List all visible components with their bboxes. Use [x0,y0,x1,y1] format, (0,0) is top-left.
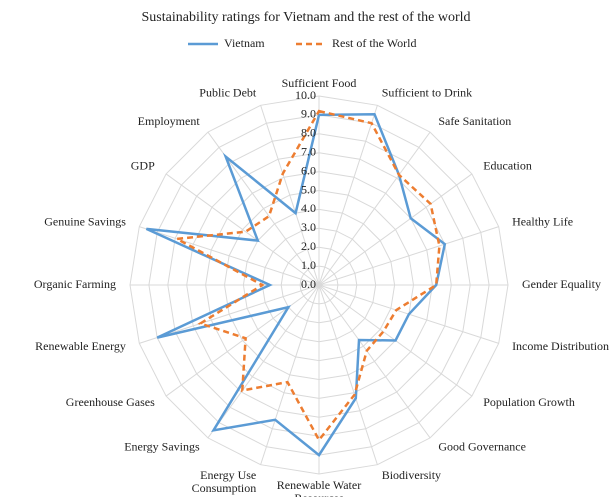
axis-tick-label: 6.0 [301,163,316,177]
spoke [165,284,320,397]
category-label: Public Debt [199,86,257,100]
category-label-line: Energy Use [200,468,256,482]
spoke [260,105,320,286]
spoke [139,226,320,286]
axis-tick-label: 1.0 [301,258,316,272]
axis-tick-label: 5.0 [301,182,316,196]
chart-title: Sustainability ratings for Vietnam and t… [142,10,471,25]
axis-tick-label: 0.0 [301,277,316,291]
category-label: Biodiversity [382,468,441,482]
axis-tick-label: 10.0 [295,88,316,102]
category-label: Energy Savings [124,439,200,453]
category-label: Gender Equality [522,277,601,291]
axis-tick-label: 2.0 [301,239,316,253]
category-label: Good Governance [438,439,526,453]
category-label: Organic Farming [34,277,116,291]
spoke [318,131,431,286]
axis-tick-label: 4.0 [301,201,316,215]
category-label: Income Distribution [512,339,609,353]
category-label: Sufficient to Drink [382,86,472,100]
category-label: Renewable Energy [35,339,126,353]
spoke [318,284,431,439]
category-label-line: Resources [294,491,344,497]
category-label: Energy Use Consumption [192,468,257,495]
category-label: Population Growth [483,395,575,409]
category-label: Employment [138,114,201,128]
category-label: GDP [131,159,155,173]
spoke [318,284,378,465]
spoke [165,173,320,286]
axis-tick-label: 3.0 [301,220,316,234]
axis-tick-label: 7.0 [301,144,316,158]
category-label: Greenhouse Gases [66,395,155,409]
category-label-line: Renewable Water [277,478,361,492]
category-label: Renewable WaterResources [277,478,361,497]
category-label: Sufficient Food [282,76,357,90]
spoke [207,284,320,439]
series-line [172,109,441,443]
spoke [318,226,499,286]
legend-label: Rest of the World [332,36,416,50]
axis-tick-label: 8.0 [301,126,316,140]
category-label-line: Consumption [192,481,257,495]
category-label: Genuine Savings [44,215,126,229]
axis-tick-label: 9.0 [301,107,316,121]
spoke [260,284,320,465]
series-line [145,112,447,457]
category-label: Healthy Life [512,215,573,229]
category-label: Education [483,159,532,173]
category-label: Safe Sanitation [438,114,511,128]
spoke [318,173,473,286]
legend-label: Vietnam [224,36,265,50]
spoke [318,105,378,286]
